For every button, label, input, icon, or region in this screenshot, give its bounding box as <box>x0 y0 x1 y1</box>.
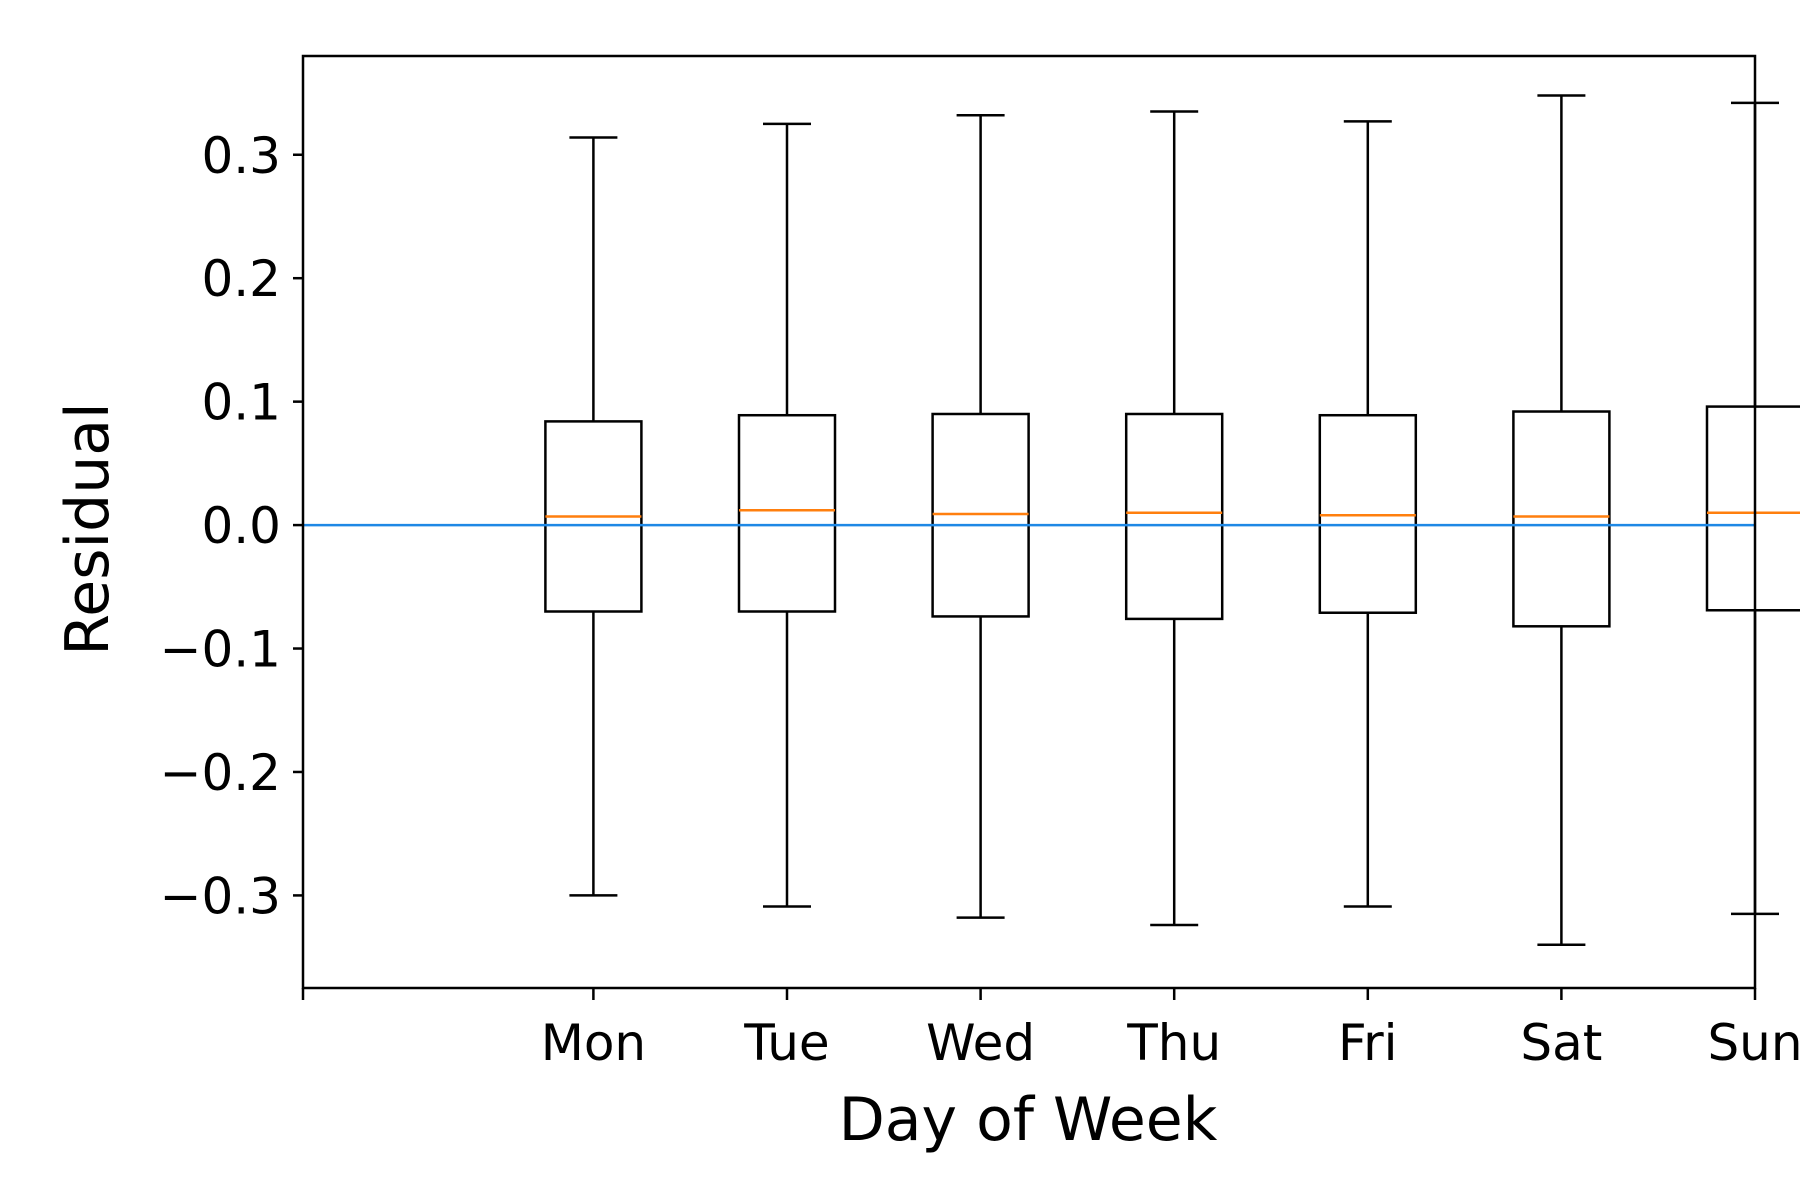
iqr-box <box>1512 410 1611 628</box>
box-wed <box>931 114 1030 919</box>
y-tick-label: −0.1 <box>160 621 281 679</box>
x-tick-label-mon: Mon <box>541 1014 646 1072</box>
x-tick-label-sun: Sun <box>1707 1014 1800 1072</box>
x-tick-label-thu: Thu <box>1126 1014 1221 1072</box>
box-mon <box>544 136 643 897</box>
x-tick-label-sat: Sat <box>1520 1014 1602 1072</box>
plot-area <box>303 94 1800 947</box>
iqr-box <box>737 413 837 613</box>
x-axis-title: Day of Week <box>839 1085 1218 1155</box>
plot-frame <box>301 54 1757 990</box>
y-tick-label: 0.2 <box>201 250 281 308</box>
x-axis: Mon Tue Wed Thu Fri Sat Sun <box>301 988 1800 1072</box>
y-tick-label: 0.3 <box>201 127 281 185</box>
y-tick-label: 0.0 <box>201 497 281 555</box>
y-tick-label: 0.1 <box>201 374 281 432</box>
box-fri <box>1318 120 1418 908</box>
box-sat <box>1512 94 1611 947</box>
y-tick-label: −0.3 <box>160 867 281 925</box>
iqr-box <box>1124 412 1224 621</box>
y-axis: −0.3 −0.2 −0.1 0.0 0.1 0.2 0.3 <box>160 127 303 925</box>
y-axis-title: Residual <box>53 402 123 655</box>
x-tick-label-wed: Wed <box>926 1014 1035 1072</box>
x-tick-label-tue: Tue <box>743 1014 829 1072</box>
box-tue <box>737 122 837 908</box>
y-tick-label: −0.2 <box>160 744 281 802</box>
x-tick-label-fri: Fri <box>1338 1014 1398 1072</box>
box-thu <box>1124 110 1224 927</box>
